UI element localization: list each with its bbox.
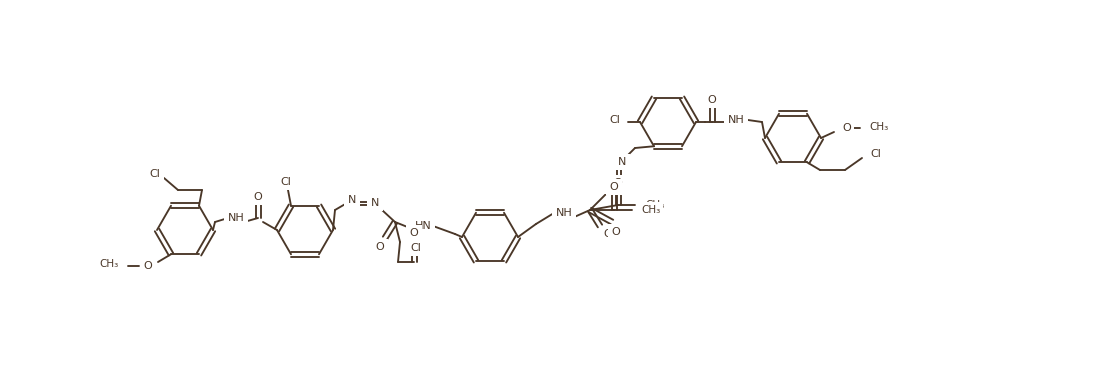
Text: O: O (613, 178, 622, 188)
Text: O: O (612, 227, 621, 237)
Text: N: N (618, 157, 626, 167)
Text: Cl: Cl (149, 169, 160, 179)
Text: O: O (144, 261, 152, 271)
Text: NH: NH (227, 213, 245, 223)
Text: Cl: Cl (609, 115, 620, 125)
Text: N: N (348, 195, 357, 205)
Text: N: N (608, 181, 617, 191)
Text: N: N (371, 198, 380, 208)
Text: Cl: Cl (410, 243, 421, 253)
Text: HN: HN (415, 221, 431, 231)
Text: Cl: Cl (870, 149, 881, 159)
Text: O: O (375, 242, 384, 252)
Text: NH: NH (727, 115, 745, 125)
Text: O: O (253, 192, 262, 202)
Text: CH₃: CH₃ (869, 122, 889, 132)
Text: O: O (610, 182, 619, 192)
Text: O: O (603, 229, 612, 239)
Text: O: O (708, 95, 716, 105)
Text: O: O (842, 123, 851, 133)
Text: O: O (409, 228, 418, 238)
Text: CH₃: CH₃ (645, 200, 665, 210)
Text: CH₃: CH₃ (641, 205, 660, 215)
Text: CH₃: CH₃ (100, 259, 118, 269)
Text: NH: NH (555, 208, 573, 218)
Text: Cl: Cl (281, 177, 292, 187)
